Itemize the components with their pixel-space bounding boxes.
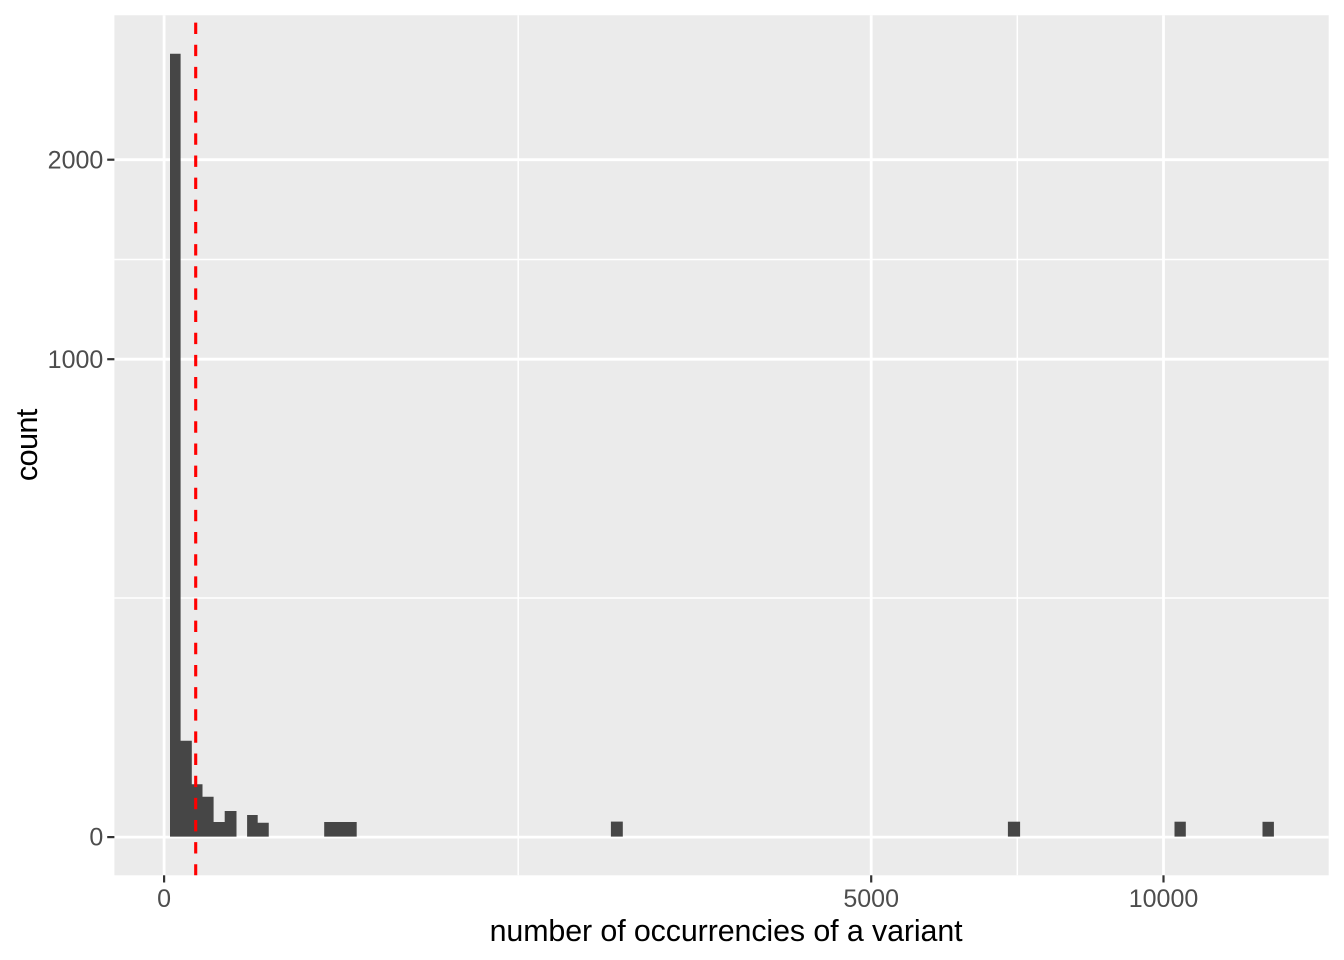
svg-text:number of occurrencies of a va: number of occurrencies of a variant: [490, 914, 964, 948]
svg-text:1000: 1000: [48, 346, 104, 374]
svg-text:5000: 5000: [843, 885, 899, 913]
svg-text:count: count: [9, 408, 44, 481]
svg-text:10000: 10000: [1129, 885, 1199, 913]
svg-text:0: 0: [89, 824, 103, 852]
svg-text:0: 0: [157, 885, 171, 913]
svg-text:2000: 2000: [48, 147, 104, 175]
